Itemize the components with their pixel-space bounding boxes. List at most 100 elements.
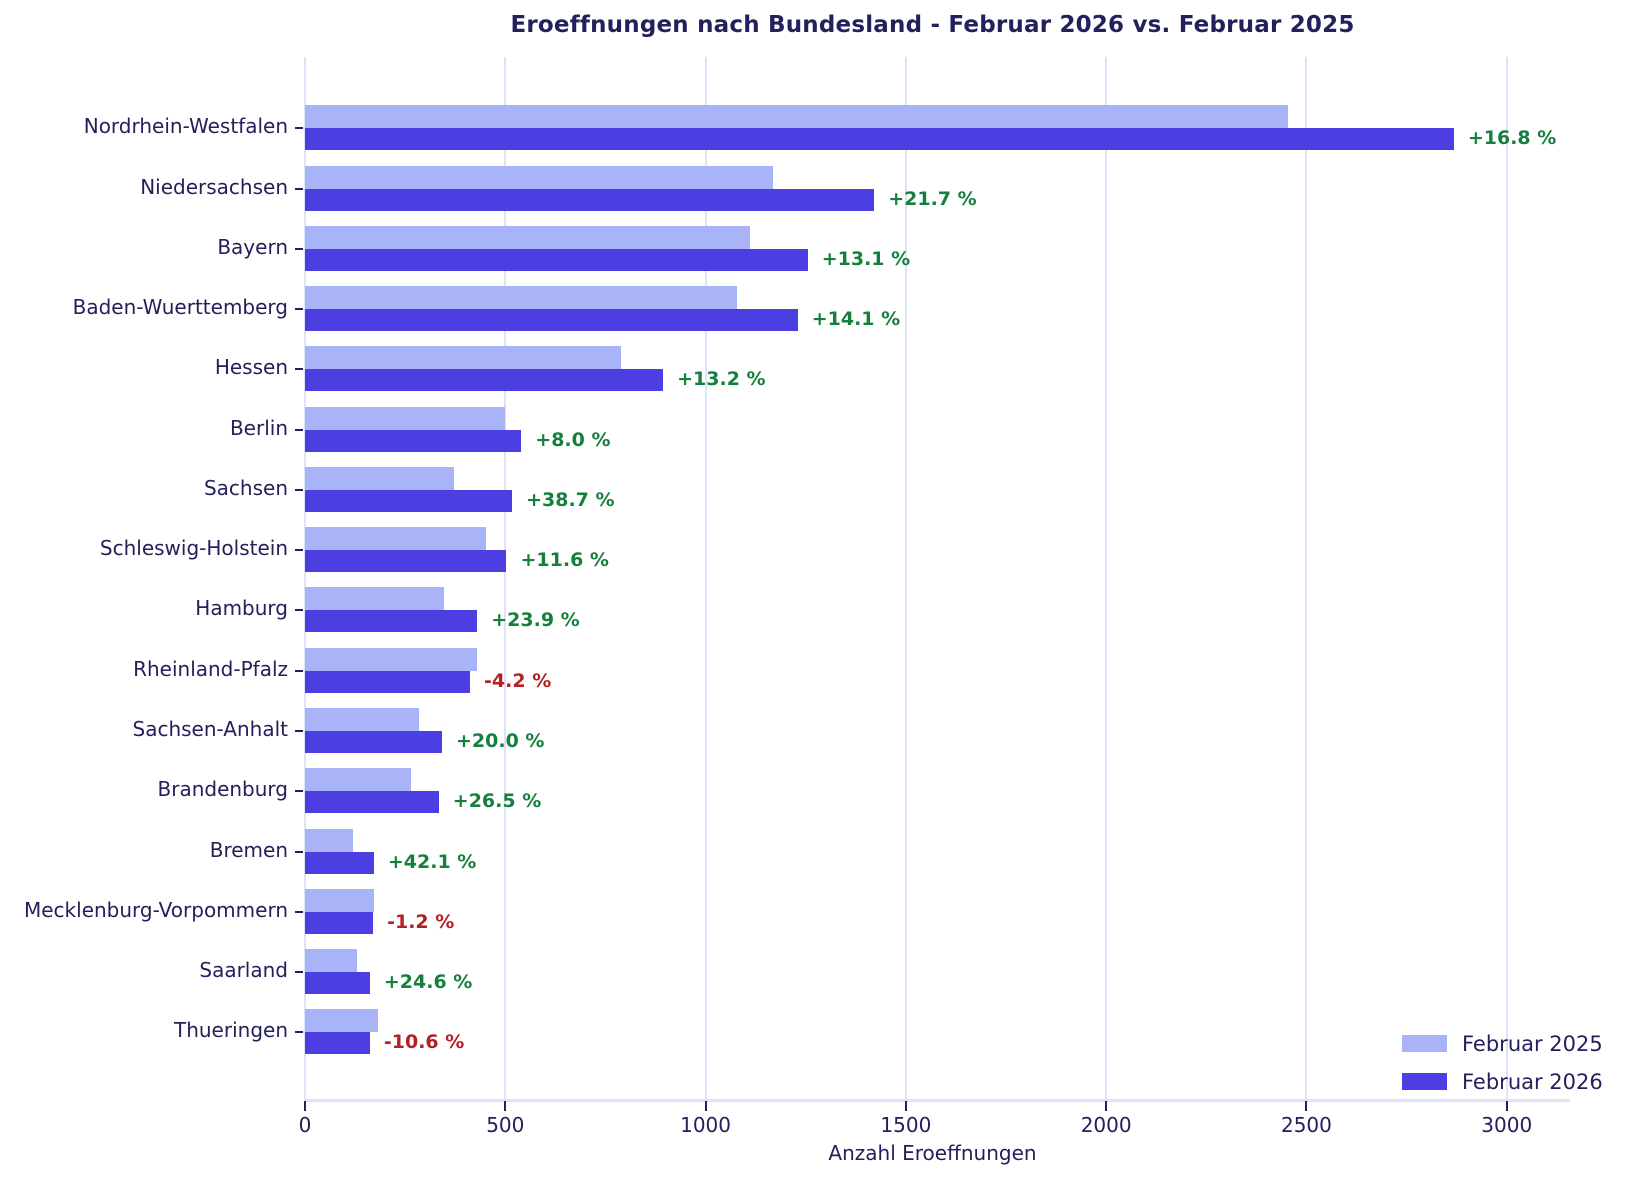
bar-feb-2025 [305,527,486,551]
x-tick-mark [504,1101,507,1111]
bar-feb-2025 [305,406,506,430]
bar-feb-2026 [305,791,439,814]
pct-change-label: +21.7 % [888,187,977,210]
x-tick-mark [1505,1101,1508,1111]
plot-area [304,57,1560,1100]
pct-change-label: +8.0 % [535,428,611,451]
x-tick-label: 500 [486,1113,525,1137]
y-tick-label: Bremen [209,837,288,862]
x-tick-mark [704,1101,707,1111]
gridline [1305,57,1308,1100]
y-tick-mark [295,308,303,311]
gridline [1105,57,1108,1100]
x-tick-mark [304,1101,306,1111]
bar-feb-2026 [305,851,374,874]
y-tick-mark [295,488,303,491]
pct-change-label: +11.6 % [520,549,609,572]
gridline [1505,57,1508,1100]
y-tick-mark [295,247,303,250]
x-axis-title: Anzahl Eroeffnungen [828,1141,1037,1165]
y-tick-label: Rheinland-Pfalz [133,656,288,681]
legend-swatch [1402,1073,1447,1090]
bar-feb-2026 [305,972,370,995]
x-tick-label: 1500 [880,1113,932,1137]
y-tick-mark [295,127,303,130]
y-tick-label: Sachsen [203,475,288,500]
y-tick-label: Berlin [229,415,288,440]
pct-change-label: +24.6 % [383,971,473,994]
pct-change-label: -10.6 % [383,1031,465,1054]
bar-feb-2026 [305,731,442,753]
y-tick-mark [295,549,303,552]
y-tick-mark [295,187,303,190]
pct-change-label: +38.7 % [526,488,615,511]
y-tick-mark [295,428,303,431]
y-tick-mark [295,368,303,371]
legend-label: Februar 2025 [1462,1031,1603,1056]
legend-item: Februar 2026 [1402,1070,1603,1094]
pct-change-label: +13.1 % [821,247,911,270]
gridline [304,57,306,1100]
pct-change-label: +42.1 % [387,850,477,873]
y-tick-label: Mecklenburg-Vorpommern [24,897,288,922]
bar-feb-2026 [305,911,374,934]
bar-feb-2025 [305,768,411,792]
y-tick-label: Saarland [199,958,288,983]
bar-feb-2025 [305,466,455,490]
pct-change-label: +23.9 % [491,609,580,632]
bar-feb-2026 [305,248,808,271]
y-tick-label: Sachsen-Anhalt [132,717,289,741]
chart-title: Eroeffnungen nach Bundesland - Februar 2… [510,12,1355,38]
x-tick-mark [1305,1101,1308,1111]
pct-change-label: +14.1 % [811,308,901,331]
x-tick-label: 2000 [1080,1113,1132,1137]
pct-change-label: -1.2 % [387,910,455,933]
bar-feb-2026 [305,188,875,211]
bar-feb-2026 [305,429,522,452]
y-tick-mark [295,790,303,793]
bar-feb-2025 [305,708,420,731]
bar-feb-2025 [305,286,737,310]
bar-feb-2026 [305,550,507,573]
y-tick-mark [295,910,303,913]
bar-feb-2025 [305,828,354,852]
bar-feb-2025 [305,165,773,189]
y-tick-label: Thueringen [173,1018,288,1043]
bar-feb-2025 [305,105,1289,129]
gridline [904,57,907,1100]
x-tick-label: 3000 [1481,1113,1533,1137]
pct-change-label: +16.8 % [1467,127,1557,150]
y-tick-mark [295,609,303,612]
x-axis-line [305,1099,1570,1102]
bar-feb-2025 [305,1009,378,1033]
y-tick-mark [295,669,303,672]
x-tick-label: 1000 [680,1113,732,1137]
bar-feb-2025 [305,225,750,249]
pct-change-label: -4.2 % [484,669,552,692]
pct-change-label: +26.5 % [452,790,542,813]
bar-feb-2026 [305,128,1454,151]
legend-label: Februar 2026 [1462,1069,1603,1094]
y-tick-mark [295,1031,303,1034]
pct-change-label: +13.2 % [677,368,766,391]
y-tick-label: Baden-Wuerttemberg [72,295,288,320]
legend-item: Februar 2025 [1402,1032,1603,1056]
bar-feb-2025 [305,888,374,912]
x-tick-mark [904,1101,907,1111]
bar-feb-2025 [305,647,478,671]
gridline [504,57,507,1100]
bar-feb-2026 [305,670,471,693]
x-tick-label: 2500 [1280,1113,1332,1137]
y-tick-mark [295,971,303,974]
gridline [704,57,707,1100]
legend-swatch [1402,1035,1447,1052]
y-tick-label: Niedersachsen [140,174,288,199]
y-tick-label: Hamburg [195,596,288,621]
y-tick-label: Brandenburg [157,777,289,802]
y-tick-label: Bayern [217,234,288,259]
bar-feb-2026 [305,309,798,332]
y-tick-label: Hessen [214,355,288,380]
y-tick-label: Schleswig-Holstein [99,536,288,561]
bar-feb-2026 [305,369,664,392]
